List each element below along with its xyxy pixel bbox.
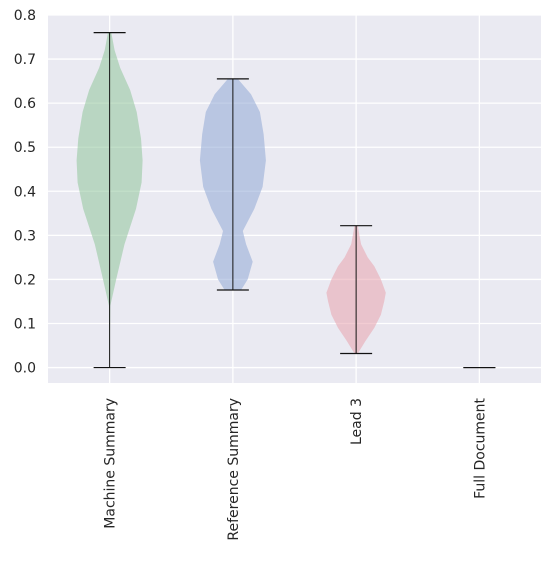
y-tick-label: 0.4: [14, 184, 36, 200]
y-axis-ticks: 0.0 0.1 0.2 0.3 0.4 0.5 0.6 0.7 0.8: [14, 8, 36, 377]
y-tick-label: 0.1: [14, 317, 36, 333]
x-axis-ticks: Machine Summary Reference Summary Lead 3 Fu…: [103, 397, 489, 540]
x-tick-label: Reference Summary: [226, 398, 242, 541]
y-tick-label: 0.0: [14, 361, 36, 377]
x-tick-label: Lead 3: [349, 398, 365, 445]
y-tick-label: 0.3: [14, 228, 36, 244]
y-tick-label: 0.5: [14, 140, 36, 156]
y-tick-label: 0.2: [14, 272, 36, 288]
y-tick-label: 0.6: [14, 96, 36, 112]
y-tick-label: 0.8: [14, 8, 36, 24]
y-tick-label: 0.7: [14, 52, 36, 68]
x-tick-label: Full Document: [472, 397, 488, 498]
x-tick-label: Machine Summary: [103, 398, 119, 529]
violins: [76, 32, 496, 369]
